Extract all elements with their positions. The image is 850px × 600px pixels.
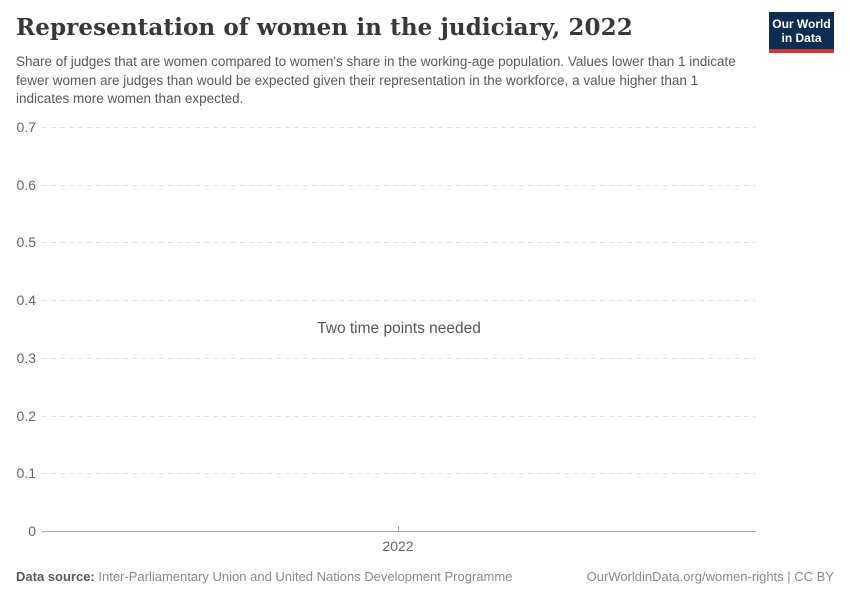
chart-footer: Data source: Inter-Parliamentary Union a… [16,569,834,584]
x-axis-line [42,531,756,532]
page-title: Representation of women in the judiciary… [16,14,633,41]
y-gridline [42,242,756,243]
y-axis-tick-label: 0.3 [16,350,36,366]
y-gridline [42,127,756,128]
license-link[interactable]: CC BY [794,569,834,584]
credit-separator: | [783,569,795,584]
y-gridline [42,185,756,186]
y-gridline [42,358,756,359]
empty-chart-message: Two time points needed [317,320,481,337]
y-gridline [42,300,756,301]
chart-subtitle: Share of judges that are women compared … [16,54,736,106]
credit-line: OurWorldinData.org/women-rights | CC BY [587,569,834,584]
owid-logo-line2: in Data [781,30,822,45]
y-axis-tick-label: 0.2 [16,408,36,424]
y-gridline [42,473,756,474]
data-source-value: Inter-Parliamentary Union and United Nat… [98,569,513,584]
data-source-label: Data source: [16,569,95,584]
owid-logo-line1: Our World [772,16,831,31]
owid-logo[interactable]: Our World in Data [769,12,834,53]
x-axis-tick-label: 2022 [382,538,414,554]
owid-url-link[interactable]: OurWorldinData.org/women-rights [586,569,784,584]
y-axis-tick-label: 0 [28,523,36,539]
y-axis-tick-label: 0.6 [16,177,36,193]
y-axis-tick-label: 0.4 [16,292,36,308]
y-gridline [42,416,756,417]
y-axis-tick-label: 0.1 [16,465,36,481]
y-axis-tick-label: 0.7 [16,119,36,135]
data-source-line: Data source: Inter-Parliamentary Union a… [16,569,512,584]
y-axis-tick-label: 0.5 [16,234,36,250]
x-axis-tick-mark [398,526,399,531]
